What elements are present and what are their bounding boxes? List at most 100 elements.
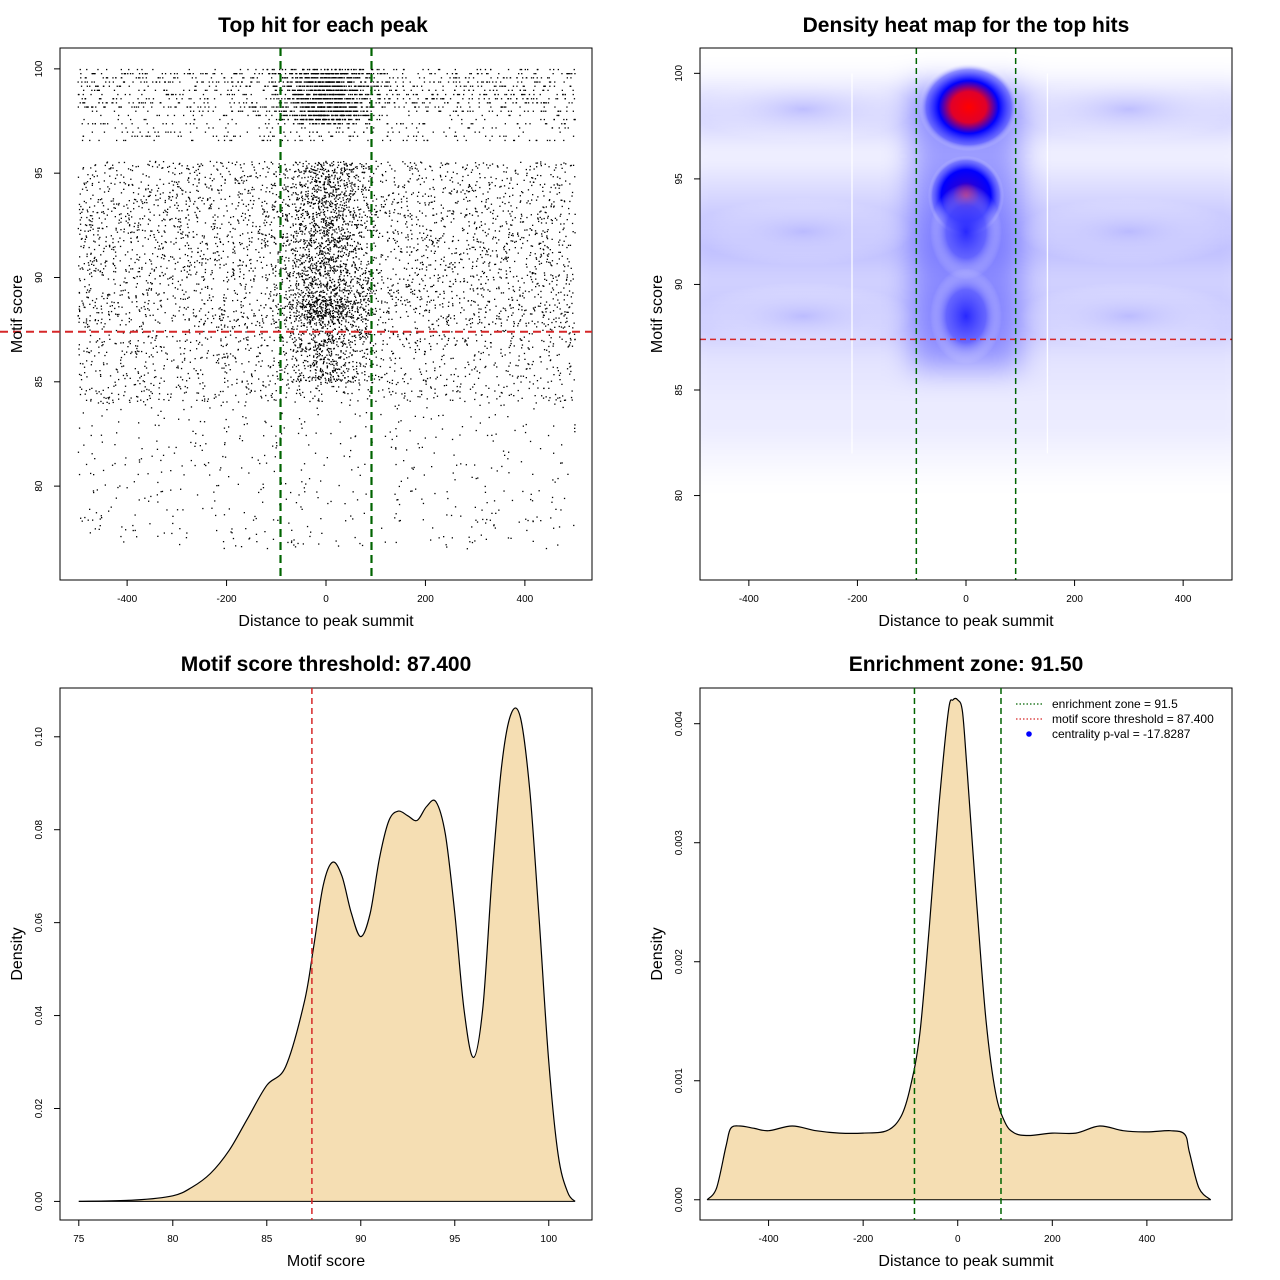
scatter-point (248, 538, 250, 540)
scatter-point (495, 433, 497, 435)
scatter-point (531, 281, 534, 283)
scatter-point (189, 200, 191, 202)
scatter-point (447, 163, 450, 165)
scatter-point (490, 176, 492, 178)
scatter-point (431, 169, 433, 172)
scatter-point (374, 285, 376, 287)
scatter-point (486, 250, 488, 252)
scatter-point (220, 324, 222, 326)
scatter-point (202, 110, 204, 112)
scatter-point (312, 68, 314, 71)
scatter-point (179, 187, 182, 189)
scatter-point (368, 118, 370, 121)
scatter-point (277, 259, 279, 261)
scatter-point (431, 243, 433, 246)
scatter-point (269, 307, 271, 309)
scatter-point (263, 222, 265, 224)
scatter-point (520, 381, 522, 383)
scatter-point (204, 176, 206, 178)
scatter-point (430, 335, 432, 337)
scatter-point (540, 77, 543, 79)
scatter-point (404, 373, 407, 375)
scatter-point (116, 203, 118, 205)
scatter-point (172, 275, 174, 277)
scatter-point (184, 298, 186, 300)
scatter-point (224, 443, 226, 446)
scatter-point (510, 307, 512, 309)
scatter-point (558, 127, 560, 129)
scatter-point (234, 252, 236, 254)
scatter-point (235, 361, 237, 363)
scatter-point (463, 291, 465, 293)
scatter-point (148, 335, 150, 337)
scatter-point (549, 85, 551, 87)
scatter-point (360, 286, 363, 288)
scatter-point (141, 266, 143, 269)
scatter-point (148, 309, 150, 311)
scatter-point (217, 139, 220, 142)
scatter-point (459, 391, 461, 393)
scatter-point (157, 248, 160, 250)
scatter-point (476, 238, 478, 240)
scatter-point (237, 182, 240, 184)
scatter-point (392, 332, 394, 334)
scatter-point (224, 182, 226, 184)
scatter-point (136, 135, 139, 137)
scatter-point (239, 85, 242, 87)
scatter-point (363, 199, 365, 202)
scatter-point (293, 544, 295, 546)
scatter-point (271, 73, 273, 75)
scatter-point (353, 98, 355, 100)
scatter-point (224, 114, 226, 117)
scatter-point (90, 400, 92, 402)
scatter-point (251, 186, 254, 189)
scatter-point (153, 376, 156, 379)
scatter-point (362, 68, 365, 71)
scatter-point (506, 167, 508, 169)
scatter-point (528, 139, 531, 142)
scatter-point (458, 102, 460, 104)
scatter-point (96, 110, 98, 112)
scatter-point (553, 169, 556, 171)
scatter-point (195, 316, 197, 318)
scatter-point (422, 225, 424, 227)
scatter-point (93, 260, 95, 262)
scatter-point (377, 324, 379, 326)
scatter-point (282, 233, 284, 236)
scatter-point (193, 110, 195, 112)
scatter-point (303, 255, 305, 257)
scatter-point (262, 168, 264, 170)
scatter-point (442, 191, 444, 193)
scatter-point (549, 199, 551, 201)
scatter-point (210, 299, 212, 302)
scatter-point (571, 345, 574, 347)
scatter-point (346, 305, 348, 307)
scatter-point (352, 251, 354, 253)
scatter-point (361, 114, 363, 117)
scatter-point (275, 110, 277, 112)
scatter-point (498, 384, 500, 386)
scatter-point (426, 257, 429, 259)
scatter-point (299, 181, 301, 183)
scatter-point (95, 267, 97, 270)
scatter-point (309, 98, 312, 100)
scatter-point (299, 123, 301, 125)
scatter-point (273, 294, 275, 296)
scatter-point (222, 165, 224, 167)
scatter-point (517, 81, 519, 83)
scatter-point (214, 264, 216, 266)
scatter-point (568, 333, 570, 335)
scatter-point (532, 102, 534, 104)
scatter-point (287, 541, 289, 544)
scatter-point (472, 275, 474, 277)
scatter-point (301, 139, 303, 142)
scatter-point (79, 268, 81, 270)
scatter-point (500, 325, 502, 327)
scatter-point (150, 391, 152, 393)
scatter-point (471, 187, 473, 189)
scatter-point (476, 260, 478, 262)
scatter-point (422, 195, 424, 197)
scatter-point (510, 177, 512, 179)
scatter-point (536, 516, 538, 518)
scatter-point (97, 199, 100, 201)
